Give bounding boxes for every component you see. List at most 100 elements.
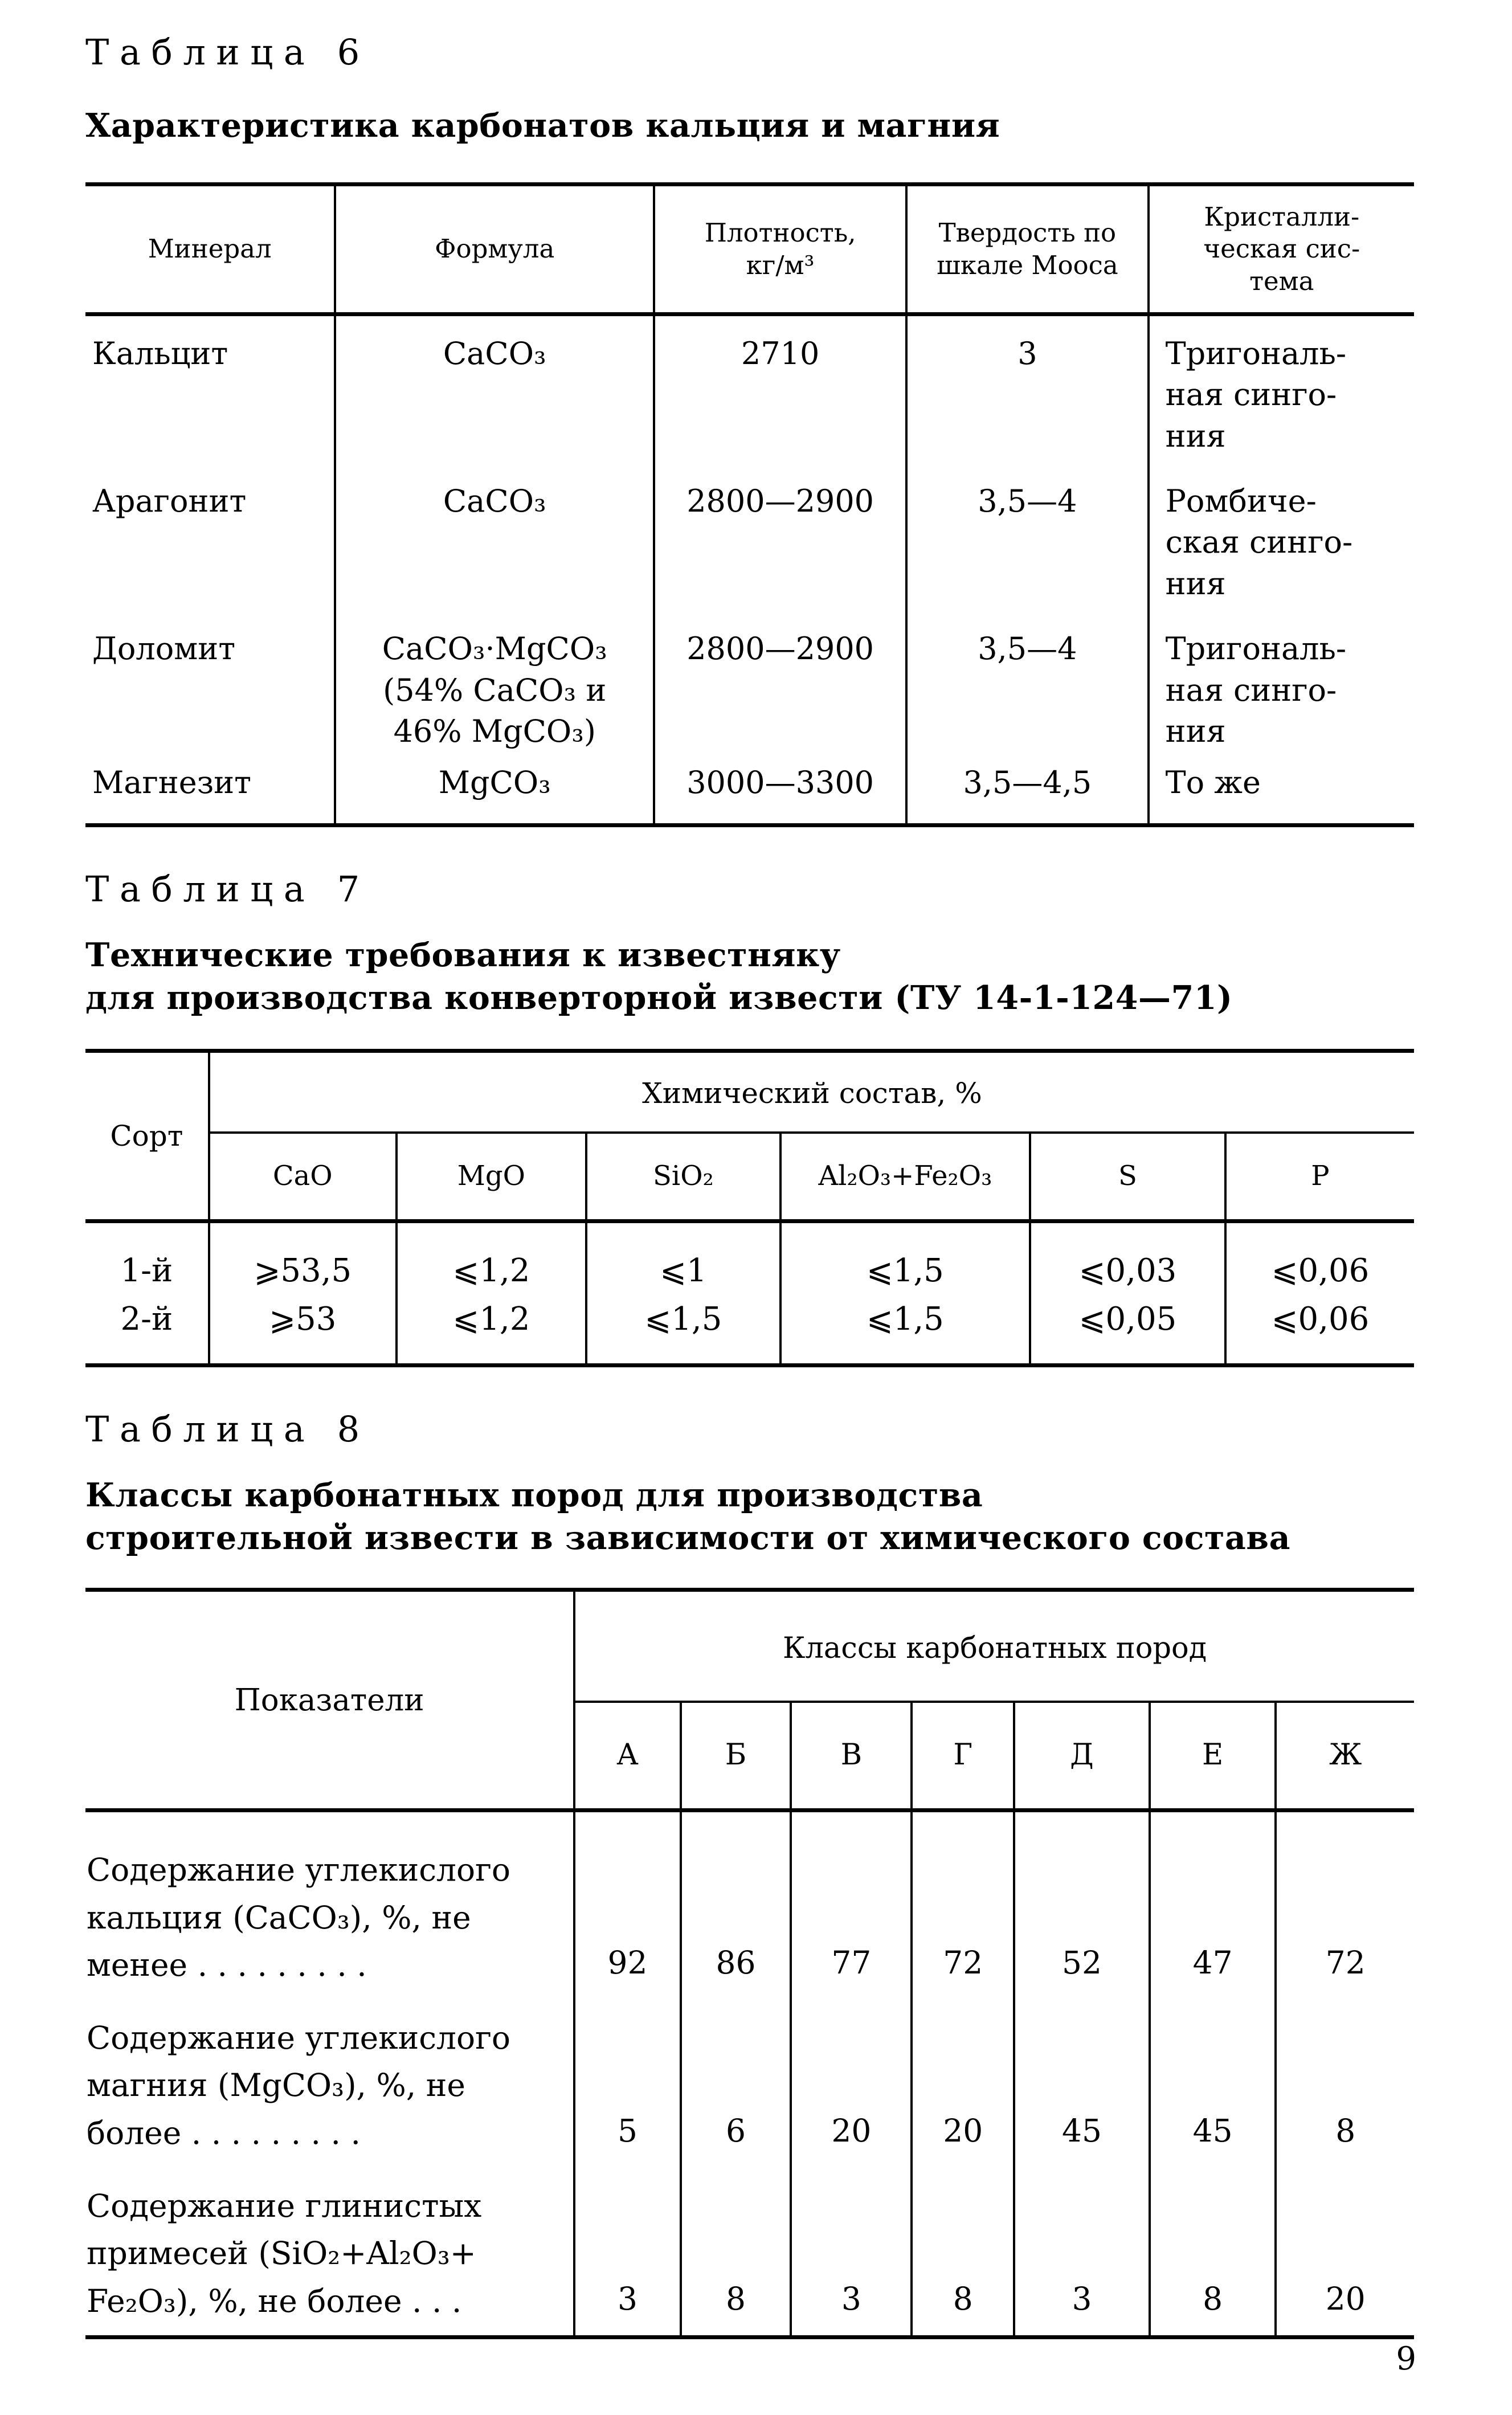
cell-density: 2710: [653, 314, 907, 464]
table-row: Содержание углекислого кальция (CaCO₃), …: [85, 1808, 1414, 2000]
column-header-class-b: Б: [679, 1702, 791, 1811]
group-header-chemical-composition: Химический состав, %: [209, 1051, 1414, 1134]
cell-sio2: ⩽1,5: [585, 1295, 780, 1366]
cell-hardness: 3,5—4,5: [905, 759, 1149, 826]
cell-value: 77: [790, 1808, 912, 2000]
cell-value: 86: [679, 1808, 791, 2000]
column-header-indicators: Показатели: [85, 1589, 576, 1811]
cell-sio2: ⩽1: [585, 1219, 780, 1296]
table-6-title: Характеристика карбонатов кальция и магн…: [85, 107, 1000, 145]
table-8-title: Классы карбонатных пород для производств…: [85, 1476, 1291, 1557]
cell-s: ⩽0,05: [1029, 1295, 1225, 1366]
cell-value: 45: [1148, 1999, 1276, 2168]
column-header-al2o3-fe2o3: Al₂O₃+Fe₂O₃: [779, 1133, 1031, 1221]
table-row: 1-й ⩾53,5 ⩽1,2 ⩽1 ⩽1,5 ⩽0,03 ⩽0,06: [85, 1219, 1414, 1296]
cell-hardness: 3,5—4: [905, 464, 1149, 612]
table-row: Кальцит CaCO₃ 2710 3 Тригональ- ная синг…: [85, 314, 1414, 464]
table-7-subheader-row: CaO MgO SiO₂ Al₂O₃+Fe₂O₃ S P: [85, 1133, 1414, 1221]
cell-density: 2800—2900: [653, 611, 907, 759]
cell-al2o3-fe2o3: ⩽1,5: [779, 1219, 1031, 1296]
cell-indicator-caco3: Содержание углекислого кальция (CaCO₃), …: [85, 1808, 576, 2000]
cell-value: 8: [910, 2167, 1015, 2338]
cell-crystal: Тригональ- ная синго- ния: [1147, 611, 1414, 759]
table-row: Содержание углекислого магния (MgCO₃), %…: [85, 1999, 1414, 2168]
column-header-density: Плотность, кг/м³: [653, 184, 907, 316]
cell-value: 3: [617, 2280, 638, 2317]
cell-hardness: 3: [905, 314, 1149, 464]
cell-mineral: Доломит: [92, 631, 236, 667]
cell-grade: 2-й: [85, 1295, 210, 1366]
cell-density: 3000—3300: [653, 759, 907, 826]
cell-al2o3-fe2o3: ⩽1,5: [779, 1295, 1031, 1366]
column-header-p: P: [1224, 1133, 1414, 1221]
column-header-mineral: Минерал: [85, 184, 336, 316]
column-header-class-zh: Ж: [1274, 1702, 1414, 1811]
cell-crystal: То же: [1147, 759, 1414, 826]
column-header-grade: Сорт: [85, 1051, 210, 1221]
cell-formula: CaCO₃: [334, 464, 655, 612]
column-header-sio2: SiO₂: [585, 1133, 780, 1221]
cell-value: 47: [1148, 1808, 1276, 2000]
cell-cao: ⩾53,5: [207, 1219, 397, 1296]
cell-formula: CaCO₃: [334, 314, 655, 464]
cell-value: 92: [574, 1808, 681, 2000]
cell-mineral: Магнезит: [92, 765, 252, 801]
cell-crystal: Ромбиче- ская синго- ния: [1147, 464, 1414, 612]
cell-mineral: Арагонит: [92, 483, 247, 520]
table-7-label: Таблица 7: [85, 868, 370, 910]
cell-value: 20: [790, 1999, 912, 2168]
cell-value: 20: [910, 1999, 1015, 2168]
cell-value: 20: [1274, 2167, 1414, 2338]
cell-crystal: Тригональ- ная синго- ния: [1147, 314, 1414, 464]
column-header-class-v: В: [790, 1702, 912, 1811]
column-header-class-e: Е: [1148, 1702, 1276, 1811]
cell-value: 8: [679, 2167, 791, 2338]
cell-value: 3: [1013, 2167, 1150, 2338]
table-8-group-header-row: Показатели Классы карбонатных пород: [85, 1589, 1414, 1811]
cell-s: ⩽0,03: [1029, 1219, 1225, 1296]
cell-hardness: 3,5—4: [905, 611, 1149, 759]
cell-value: 72: [1274, 1808, 1414, 2000]
cell-p: ⩽0,06: [1224, 1295, 1414, 1366]
column-header-class-d: Д: [1013, 1702, 1150, 1811]
table-row: Содержание глинистых примесей (SiO₂+Al₂O…: [85, 2167, 1414, 2338]
cell-indicator-mgco3: Содержание углекислого магния (MgCO₃), %…: [85, 1999, 576, 2168]
cell-formula: CaCO₃·MgCO₃ (54% CaCO₃ и 46% MgCO₃): [334, 611, 655, 759]
cell-mineral: Кальцит: [92, 335, 228, 371]
table-row: 2-й ⩾53 ⩽1,2 ⩽1,5 ⩽1,5 ⩽0,05 ⩽0,06: [85, 1295, 1414, 1366]
cell-value: 52: [1013, 1808, 1150, 2000]
cell-value: 45: [1013, 1999, 1150, 2168]
cell-formula: MgCO₃: [334, 759, 655, 826]
column-header-class-g: Г: [910, 1702, 1015, 1811]
table-row: Магнезит MgCO₃ 3000—3300 3,5—4,5 То же: [85, 759, 1414, 826]
cell-density: 2800—2900: [653, 464, 907, 612]
table-8: Показатели Классы карбонатных пород А Б …: [85, 1588, 1414, 2340]
table-8-subheader-row: А Б В Г Д Е Ж: [85, 1702, 1414, 1811]
column-header-hardness: Твердость по шкале Мооса: [905, 184, 1149, 316]
table-7-title: Технические требования к известняку для …: [85, 935, 1233, 1017]
table-row: Доломит CaCO₃·MgCO₃ (54% CaCO₃ и 46% MgC…: [85, 611, 1414, 759]
cell-value: 3: [790, 2167, 912, 2338]
table-7: Сорт Химический состав, % CaO MgO SiO₂ A…: [85, 1049, 1414, 1367]
cell-grade: 1-й: [85, 1219, 210, 1296]
column-header-class-a: А: [616, 1738, 639, 1772]
page-number: 9: [1396, 2340, 1416, 2377]
group-header-rock-classes: Классы карбонатных пород: [574, 1589, 1414, 1703]
table-6: Минерал Формула Плотность, кг/м³ Твердос…: [85, 182, 1414, 827]
cell-p: ⩽0,06: [1224, 1219, 1414, 1296]
column-header-s: S: [1029, 1133, 1225, 1221]
table-6-label: Таблица 6: [85, 31, 370, 73]
cell-value: 8: [1274, 1999, 1414, 2168]
cell-indicator-clay: Содержание глинистых примесей (SiO₂+Al₂O…: [85, 2167, 576, 2338]
column-header-cao: CaO: [272, 1160, 333, 1192]
table-7-group-header-row: Сорт Химический состав, %: [85, 1051, 1414, 1221]
column-header-formula: Формула: [334, 184, 655, 316]
column-header-crystal: Кристалли- ческая сис- тема: [1147, 184, 1414, 316]
table-row: Арагонит CaCO₃ 2800—2900 3,5—4 Ромбиче- …: [85, 464, 1414, 612]
cell-cao: ⩾53: [207, 1295, 397, 1366]
cell-value: 6: [679, 1999, 791, 2168]
table-6-header-row: Минерал Формула Плотность, кг/м³ Твердос…: [85, 184, 1414, 316]
cell-value: 72: [910, 1808, 1015, 2000]
cell-mgo: ⩽1,2: [395, 1219, 587, 1296]
